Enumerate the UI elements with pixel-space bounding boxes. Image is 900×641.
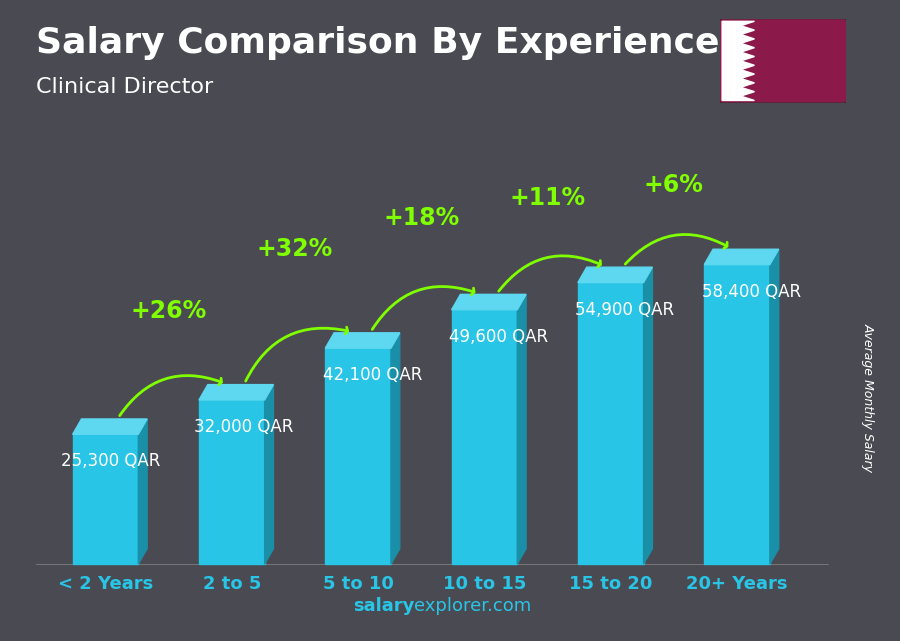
Text: explorer.com: explorer.com bbox=[414, 597, 531, 615]
Bar bbox=[578, 283, 644, 564]
Bar bbox=[199, 400, 265, 564]
Polygon shape bbox=[139, 419, 148, 564]
Bar bbox=[73, 435, 139, 564]
Text: 49,600 QAR: 49,600 QAR bbox=[449, 328, 548, 345]
Text: 42,100 QAR: 42,100 QAR bbox=[323, 366, 422, 384]
Polygon shape bbox=[644, 267, 652, 564]
Polygon shape bbox=[770, 249, 778, 564]
Text: 54,900 QAR: 54,900 QAR bbox=[575, 301, 674, 319]
Polygon shape bbox=[452, 294, 526, 310]
Polygon shape bbox=[722, 21, 754, 101]
Polygon shape bbox=[518, 294, 526, 564]
Text: Salary Comparison By Experience: Salary Comparison By Experience bbox=[36, 26, 719, 60]
Text: 32,000 QAR: 32,000 QAR bbox=[194, 418, 293, 436]
Bar bbox=[325, 348, 391, 564]
Polygon shape bbox=[391, 333, 400, 564]
Polygon shape bbox=[578, 267, 652, 283]
Text: +18%: +18% bbox=[383, 206, 459, 230]
Text: 25,300 QAR: 25,300 QAR bbox=[61, 453, 160, 470]
Bar bbox=[452, 310, 518, 564]
FancyBboxPatch shape bbox=[720, 19, 846, 103]
Polygon shape bbox=[704, 249, 778, 265]
Text: Clinical Director: Clinical Director bbox=[36, 77, 213, 97]
Text: +6%: +6% bbox=[644, 174, 704, 197]
Text: salary: salary bbox=[353, 597, 414, 615]
Polygon shape bbox=[265, 385, 274, 564]
FancyBboxPatch shape bbox=[718, 17, 848, 104]
Text: +11%: +11% bbox=[509, 186, 586, 210]
Polygon shape bbox=[325, 333, 400, 348]
Bar bbox=[704, 265, 770, 564]
Text: +26%: +26% bbox=[130, 299, 207, 323]
Text: +32%: +32% bbox=[256, 237, 333, 261]
Text: Average Monthly Salary: Average Monthly Salary bbox=[862, 323, 875, 472]
Text: 58,400 QAR: 58,400 QAR bbox=[702, 283, 801, 301]
Polygon shape bbox=[73, 419, 148, 435]
Polygon shape bbox=[199, 385, 274, 400]
